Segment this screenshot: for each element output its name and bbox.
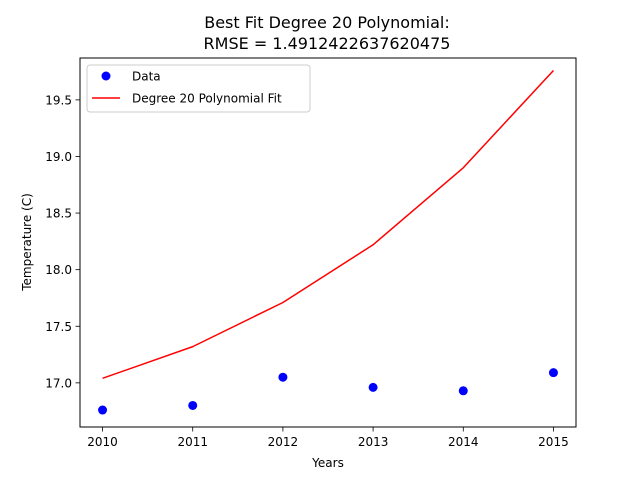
- data-point: [458, 386, 468, 396]
- y-tick-label: 17.5: [45, 320, 72, 334]
- x-tick-label: 2010: [87, 435, 118, 449]
- data-point: [368, 382, 378, 392]
- legend-marker-data: [101, 71, 111, 81]
- chart-title-line2: RMSE = 1.4912422637620475: [204, 34, 451, 53]
- y-tick-label: 17.0: [45, 376, 72, 390]
- legend-label-fit: Degree 20 Polynomial Fit: [132, 92, 282, 106]
- y-axis-label: Temperature (C): [20, 193, 34, 292]
- x-tick-label: 2013: [358, 435, 389, 449]
- y-tick-label: 19.5: [45, 93, 72, 107]
- y-tick-label: 19.0: [45, 150, 72, 164]
- x-tick-label: 2014: [448, 435, 479, 449]
- fit-line: [102, 69, 555, 380]
- legend-label-data: Data: [132, 70, 161, 84]
- plot-area: [98, 69, 558, 415]
- data-point: [98, 405, 108, 415]
- x-tick-label: 2011: [177, 435, 208, 449]
- y-tick-label: 18.5: [45, 207, 72, 221]
- legend-box: [86, 64, 311, 113]
- x-tick-label: 2012: [268, 435, 299, 449]
- y-tick-label: 18.0: [45, 263, 72, 277]
- axes-frame: [79, 57, 577, 428]
- legend: Data Degree 20 Polynomial Fit: [86, 64, 311, 113]
- axis-ticks: 2010 2011 2012 2013 2014 2015 17.0 17.5 18.0 18.5…: [45, 93, 568, 449]
- data-point: [278, 372, 288, 382]
- chart-title-line1: Best Fit Degree 20 Polynomial:: [204, 13, 450, 32]
- x-tick-label: 2015: [538, 435, 569, 449]
- data-point: [188, 400, 198, 410]
- data-point: [548, 368, 558, 378]
- x-axis-label: Years: [311, 456, 344, 470]
